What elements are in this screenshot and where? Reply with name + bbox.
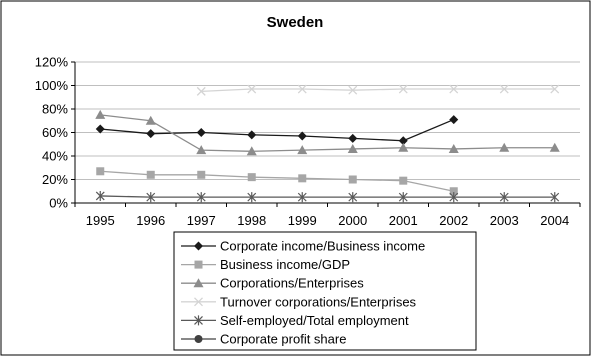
data-point xyxy=(196,192,206,203)
legend-marker xyxy=(193,278,204,288)
data-point xyxy=(197,170,206,179)
legend-marker xyxy=(194,335,203,343)
y-tick-label: 80% xyxy=(42,102,68,117)
legend-marker xyxy=(194,241,203,251)
data-point xyxy=(348,192,358,203)
data-point xyxy=(449,84,459,94)
series-1 xyxy=(95,115,459,146)
data-point xyxy=(449,187,458,196)
data-point xyxy=(95,190,105,201)
legend-item: Turnover corporations/Enterprises xyxy=(181,294,417,309)
data-point xyxy=(398,142,409,152)
data-point xyxy=(247,84,257,94)
y-tick-label: 120% xyxy=(35,55,69,70)
x-tick-label: 1999 xyxy=(288,213,317,228)
legend-box xyxy=(173,231,477,351)
data-point xyxy=(499,84,509,94)
data-point xyxy=(146,129,156,139)
data-point xyxy=(347,143,358,153)
data-point xyxy=(297,192,307,203)
x-tick-label: 2001 xyxy=(389,213,418,228)
legend-marker xyxy=(194,315,203,326)
y-tick-label: 100% xyxy=(35,78,69,93)
data-point xyxy=(196,128,206,137)
data-point xyxy=(297,145,308,155)
series-2 xyxy=(96,167,458,196)
y-tick-label: 60% xyxy=(42,125,68,140)
series-line xyxy=(100,114,555,152)
data-point xyxy=(196,145,207,155)
data-point xyxy=(247,173,256,182)
series-line xyxy=(100,195,555,198)
x-tick-label: 2000 xyxy=(338,213,367,228)
data-point xyxy=(549,142,560,152)
legend-item: Corporate income/Business income xyxy=(181,239,425,254)
data-point xyxy=(499,192,509,203)
data-point xyxy=(398,192,408,203)
data-point xyxy=(499,142,510,152)
x-tick-label: 2002 xyxy=(439,213,468,228)
series-line xyxy=(100,118,455,142)
series-5 xyxy=(95,190,560,203)
legend-marker xyxy=(194,297,203,307)
legend-item: Self-employed/Total employment xyxy=(181,313,409,328)
x-tick-label: 2004 xyxy=(540,213,569,228)
x-tick-label: 1998 xyxy=(237,213,266,228)
legend-item: Business income/GDP xyxy=(181,257,350,272)
plot-area: 0% 20% 40% 60% 80% 100% 120% 1995 1996 1997 1998 19… xyxy=(35,55,581,228)
y-tick-label: 40% xyxy=(42,149,68,164)
x-tick-label: 2003 xyxy=(490,213,519,228)
series-line xyxy=(100,170,454,192)
data-point xyxy=(297,131,307,141)
y-tick-label: 0% xyxy=(49,196,68,211)
data-point xyxy=(196,86,206,96)
data-point xyxy=(348,85,358,95)
data-point xyxy=(348,133,358,143)
data-point xyxy=(96,167,105,176)
data-point xyxy=(398,84,408,94)
legend-label: Turnover corporations/Enterprises xyxy=(220,294,417,309)
data-point xyxy=(146,192,156,203)
data-point xyxy=(550,192,560,203)
series-line xyxy=(201,88,555,93)
legend-label: Business income/GDP xyxy=(220,257,350,272)
legend-item: Corporations/Enterprises xyxy=(181,276,364,291)
x-tick-label: 1996 xyxy=(136,213,165,228)
data-point xyxy=(449,115,459,125)
legend-label: Self-employed/Total employment xyxy=(220,313,409,328)
y-tick-label: 20% xyxy=(42,172,68,187)
data-point xyxy=(95,109,106,119)
legend-label: Corporate income/Business income xyxy=(220,239,425,254)
chart-title: Sweden xyxy=(267,14,324,31)
x-tick-label: 1995 xyxy=(86,213,115,228)
data-point xyxy=(247,192,257,203)
data-point xyxy=(297,84,307,94)
data-point xyxy=(399,176,408,185)
legend: Corporate income/Business income Business… xyxy=(173,231,477,351)
legend-label: Corporate profit share xyxy=(220,332,346,347)
data-point xyxy=(247,130,257,140)
data-point xyxy=(246,146,257,156)
series-3 xyxy=(95,109,560,156)
x-tick-label: 1997 xyxy=(187,213,216,228)
legend-label: Corporations/Enterprises xyxy=(220,276,364,291)
data-point xyxy=(448,143,459,153)
legend-item: Corporate profit share xyxy=(181,332,346,347)
series-4 xyxy=(196,84,560,96)
legend-marker xyxy=(194,260,203,269)
data-point xyxy=(95,124,105,134)
data-point xyxy=(348,175,357,184)
data-point xyxy=(146,170,155,179)
data-point xyxy=(398,136,408,146)
data-point xyxy=(449,192,459,203)
data-point xyxy=(145,115,156,125)
data-point xyxy=(298,174,307,183)
data-point xyxy=(550,84,560,94)
